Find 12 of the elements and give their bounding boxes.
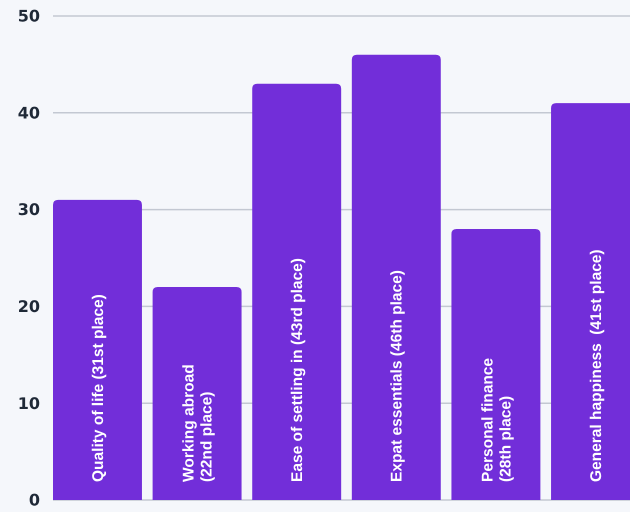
x-tick-label: Ease of settling in (43rd place)	[289, 258, 306, 482]
x-tick-label: Personal finance (28th place)	[479, 358, 514, 482]
y-tick-label: 30	[18, 200, 40, 220]
x-tick-label: General happiness (41st place)	[588, 249, 605, 482]
y-tick-label: 10	[18, 394, 40, 413]
x-tick-label: Expat essentials (46th place)	[388, 270, 406, 482]
y-tick-label: 40	[18, 103, 40, 122]
y-tick-label: 20	[18, 297, 40, 316]
y-tick-label: 50	[18, 6, 40, 26]
y-tick-label: 0	[28, 490, 40, 510]
x-tick-label: Quality of life (31st place)	[90, 294, 107, 482]
x-tick-label: Working abroad (22nd place)	[180, 364, 216, 482]
